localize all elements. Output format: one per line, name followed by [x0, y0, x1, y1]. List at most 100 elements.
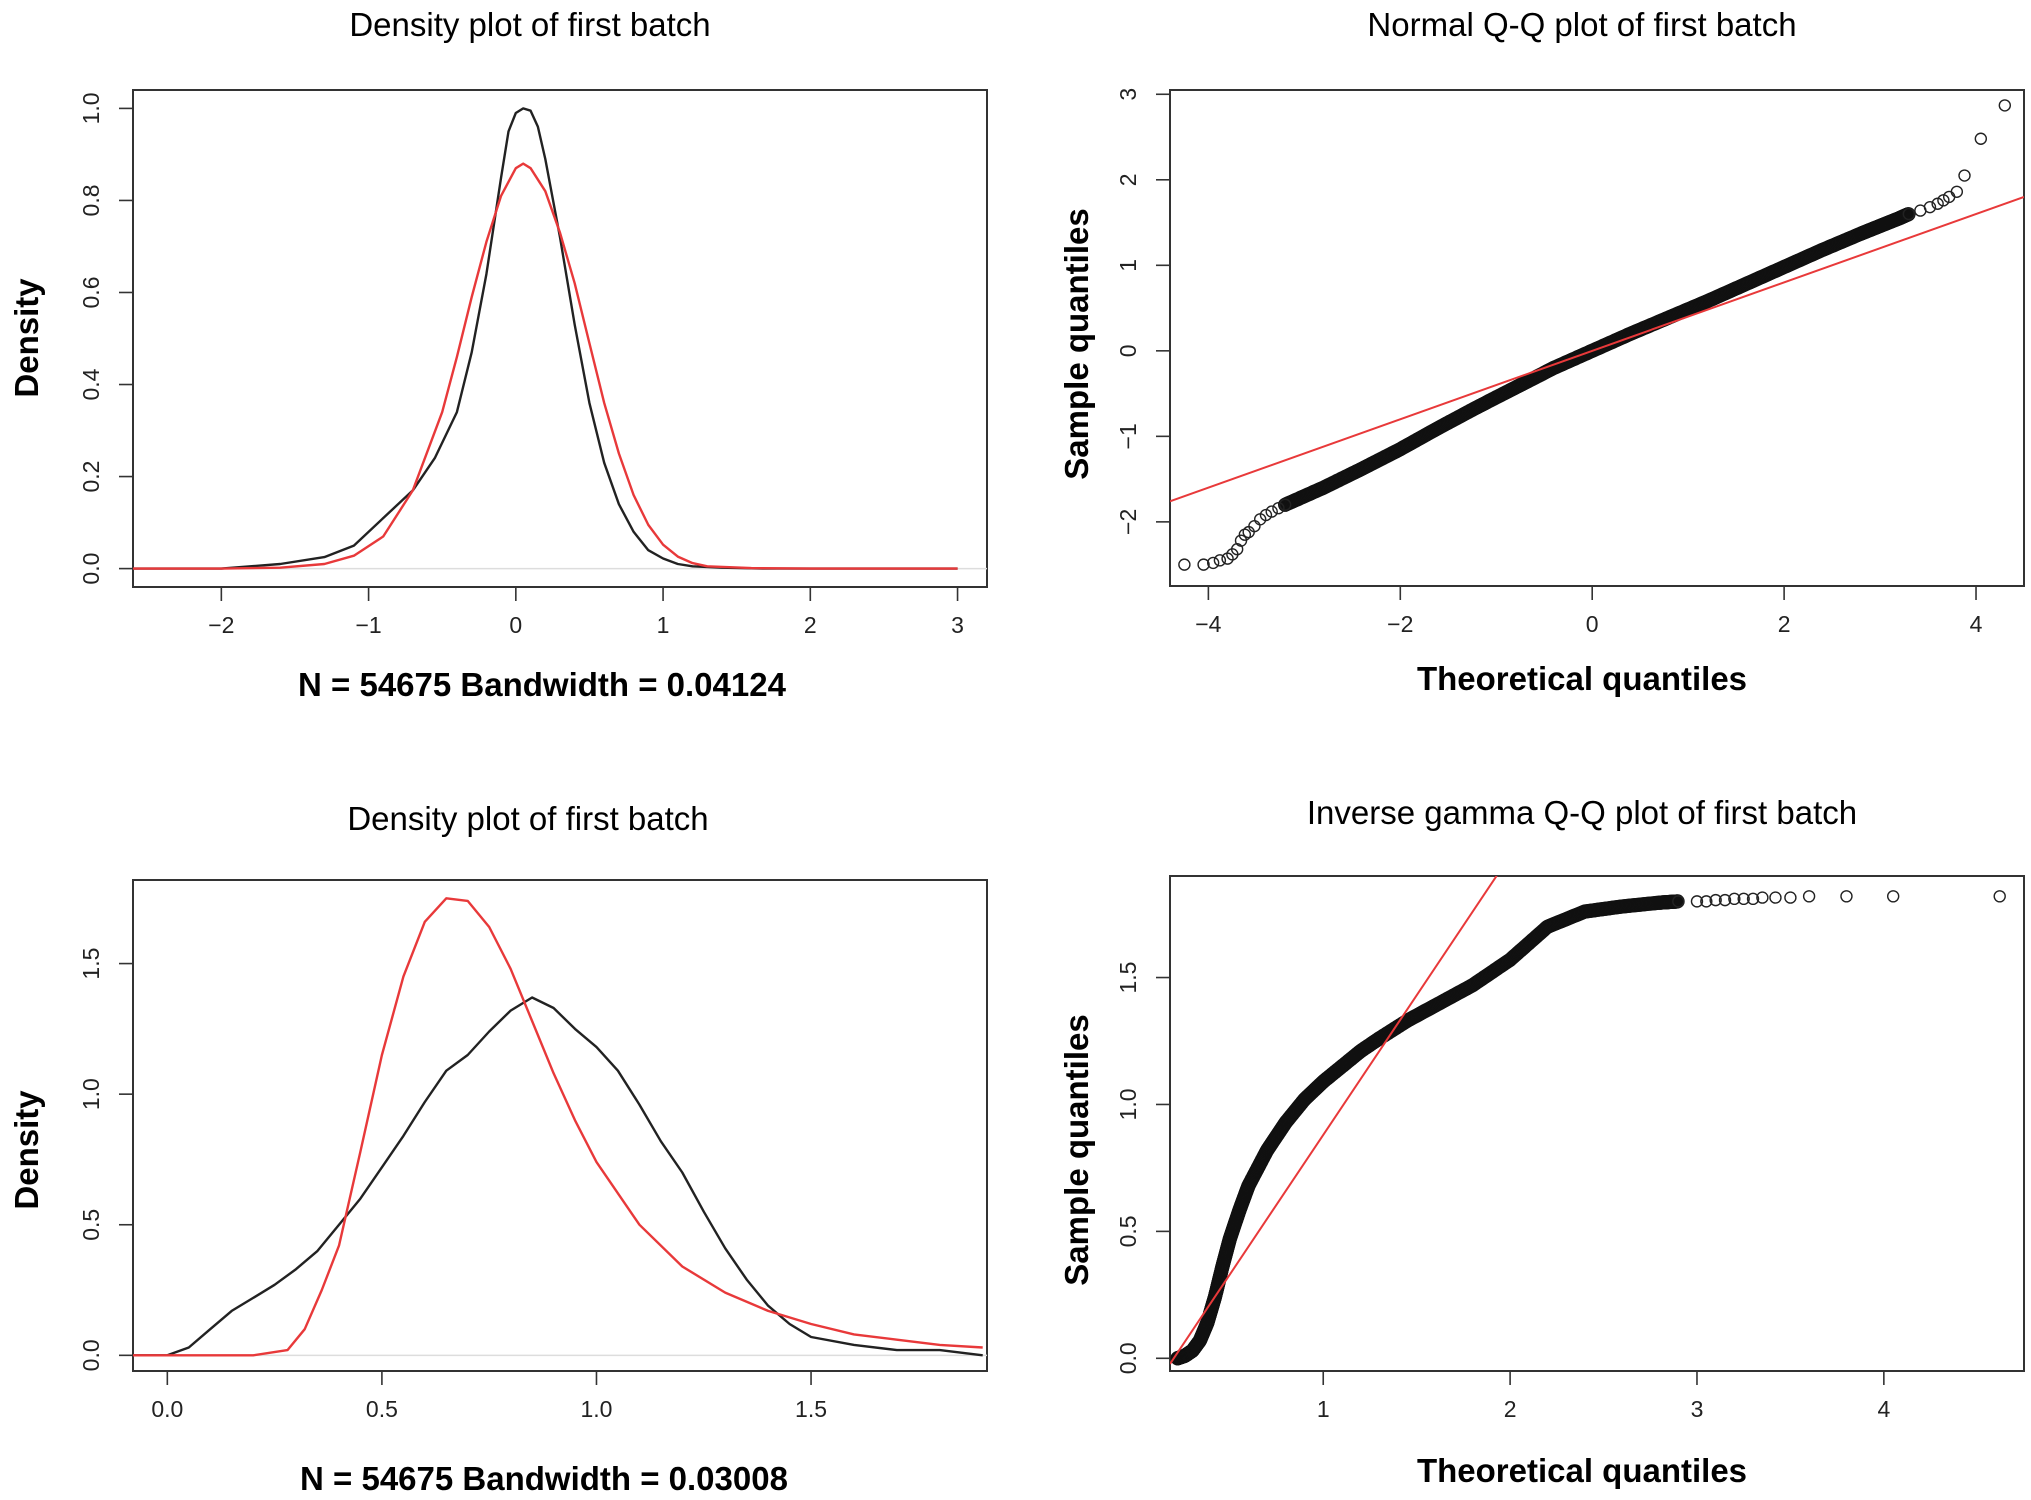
x-tick-label: −2 [208, 612, 234, 638]
y-axis-label: Sample quantiles [1058, 1014, 1095, 1285]
reference-line [1170, 195, 2024, 503]
data-point [1769, 891, 1782, 904]
y-tick-label: 1 [1115, 259, 1141, 272]
data-point [1234, 534, 1248, 547]
data-point [1700, 895, 1713, 908]
x-tick-label: −4 [1195, 611, 1221, 637]
data-point [1958, 169, 1971, 182]
plot-area: −4 −2 0 2 4 −2 −1 0 1 2 3 [1115, 88, 2025, 637]
y-tick-label: −2 [1115, 509, 1141, 535]
data-point [1923, 200, 1937, 214]
data-point [1178, 558, 1191, 571]
data-point [1998, 99, 2012, 112]
y-tick-label: 1.5 [1115, 962, 1141, 994]
x-tick-label: 2 [1778, 611, 1791, 637]
x-tick-label: 4 [1877, 1396, 1890, 1422]
data-point [1746, 892, 1760, 906]
density-plot-bottom: Density plot of first batch N = 54675 Ba… [8, 800, 988, 1497]
y-tick-label: 0.5 [78, 1209, 104, 1241]
normal-qq-plot: Normal Q-Q plot of first batch Theoretic… [1058, 6, 2025, 697]
y-tick-label: 0.4 [78, 368, 104, 400]
x-tick-label: −1 [355, 612, 381, 638]
y-tick-label: 0.2 [78, 461, 104, 493]
y-axis-label: Sample quantiles [1058, 208, 1095, 479]
x-tick-label: 1.0 [580, 1396, 612, 1422]
density-plot-top: Density plot of first batch N = 54675 Ba… [8, 6, 988, 703]
data-point [1213, 554, 1227, 567]
x-axis-label: N = 54675 Bandwidth = 0.03008 [300, 1460, 788, 1497]
y-tick-label: 1.0 [78, 92, 104, 124]
x-tick-label: 2 [804, 612, 817, 638]
y-tick-label: 0.6 [78, 276, 104, 308]
data-point [1840, 890, 1853, 903]
y-axis-label: Density [8, 278, 45, 398]
data-point [1718, 893, 1732, 907]
series-line-fitted [133, 897, 983, 1357]
data-point [1974, 132, 1988, 145]
data-point [1737, 892, 1750, 906]
data-point [1265, 505, 1278, 518]
data-point [1728, 892, 1741, 906]
x-tick-label: 0 [509, 612, 522, 638]
reference-line [1170, 876, 1498, 1365]
chart-title: Normal Q-Q plot of first batch [1367, 6, 1796, 43]
x-axis-label: Theoretical quantiles [1417, 660, 1747, 697]
chart-title: Inverse gamma Q-Q plot of first batch [1307, 794, 1857, 831]
data-point [1886, 890, 1900, 903]
plot-frame [132, 879, 988, 1372]
plot-marks [133, 897, 987, 1357]
y-tick-label: −1 [1115, 423, 1141, 449]
inverse-gamma-qq-plot: Inverse gamma Q-Q plot of first batch Th… [1058, 794, 2025, 1489]
data-point [1206, 556, 1220, 570]
plot-marks [133, 107, 987, 570]
data-point [1802, 890, 1816, 903]
data-point [1950, 185, 1964, 198]
plot-area: 0.0 0.5 1.0 1.5 0.0 0.5 1.0 1.5 [78, 879, 988, 1422]
plot-area: −2 −1 0 1 2 3 0.0 0.2 0.4 0.6 0.8 1.0 [78, 89, 988, 638]
x-tick-label: 3 [1691, 1396, 1704, 1422]
chart-title: Density plot of first batch [349, 6, 710, 43]
plot-frame [1169, 89, 2025, 587]
plot-marks [1170, 876, 2006, 1366]
data-point [1672, 895, 1685, 908]
y-tick-label: 1.0 [1115, 1088, 1141, 1120]
y-tick-label: 0.0 [78, 553, 104, 585]
data-point [1756, 891, 1769, 904]
x-tick-label: 0 [1586, 611, 1599, 637]
series-line-fitted [133, 162, 958, 570]
plot-marks [1170, 99, 2024, 571]
series-line-empirical [133, 107, 958, 570]
plot-frame [132, 89, 988, 588]
y-tick-label: 2 [1115, 173, 1141, 186]
y-tick-label: 1.5 [78, 948, 104, 980]
x-tick-label: 1.5 [795, 1396, 827, 1422]
y-tick-label: 3 [1115, 88, 1141, 101]
series-line-empirical [133, 996, 983, 1357]
data-point [1993, 890, 2006, 903]
plot-area: 1 2 3 4 0.0 0.5 1.0 1.5 [1115, 875, 2025, 1422]
x-axis-label: Theoretical quantiles [1417, 1452, 1747, 1489]
data-point [1197, 558, 1210, 571]
x-axis-label: N = 54675 Bandwidth = 0.04124 [298, 666, 787, 703]
y-axis-label: Density [8, 1090, 45, 1210]
data-point [1690, 895, 1704, 908]
data-point [1784, 891, 1797, 904]
y-tick-label: 0.0 [78, 1339, 104, 1371]
x-tick-label: 1 [1317, 1396, 1330, 1422]
y-tick-label: 0.8 [78, 184, 104, 216]
x-tick-label: −2 [1387, 611, 1413, 637]
y-tick-label: 0 [1115, 344, 1141, 357]
data-point [1278, 498, 1292, 511]
data-point [1902, 207, 1916, 221]
x-tick-label: 1 [657, 612, 670, 638]
data-point [1709, 893, 1722, 907]
y-tick-label: 0.5 [1115, 1215, 1141, 1247]
data-point [1272, 501, 1285, 515]
x-tick-label: 0.0 [151, 1396, 183, 1422]
x-tick-label: 2 [1504, 1396, 1517, 1422]
chart-title: Density plot of first batch [347, 800, 708, 837]
x-tick-label: 4 [1970, 611, 1983, 637]
x-tick-label: 0.5 [366, 1396, 398, 1422]
y-tick-label: 0.0 [1115, 1342, 1141, 1374]
